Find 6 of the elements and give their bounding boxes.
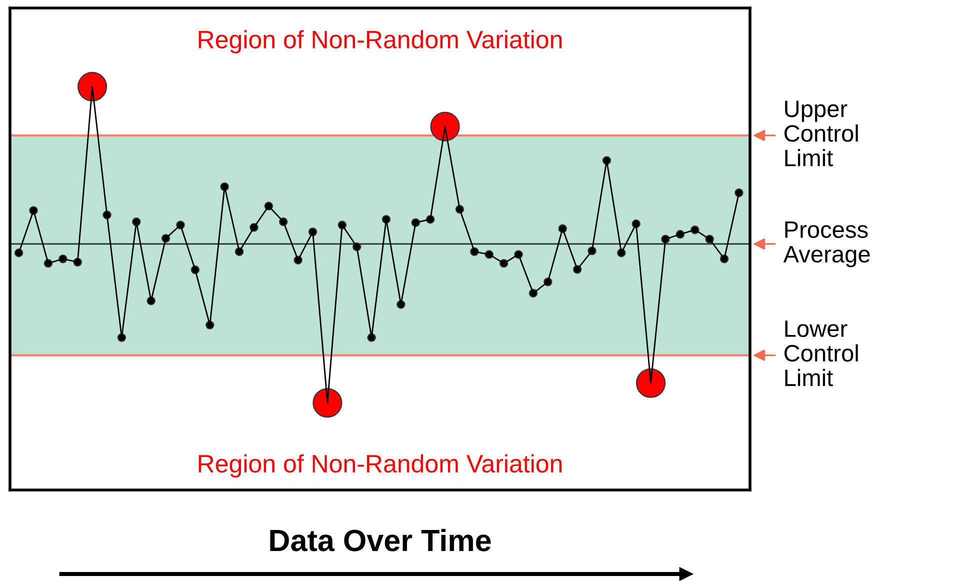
ref-line-label: Lower Control Limit bbox=[784, 320, 858, 386]
ref-line-label: Process Average bbox=[783, 222, 870, 268]
ref-line-label: Upper Control Limit bbox=[784, 100, 858, 166]
text: Region of Non-Random Variation bbox=[198, 30, 562, 54]
annotation: Region of Non-Random Variation bbox=[198, 454, 562, 478]
x-axis-title: Data Over Time bbox=[270, 528, 491, 552]
